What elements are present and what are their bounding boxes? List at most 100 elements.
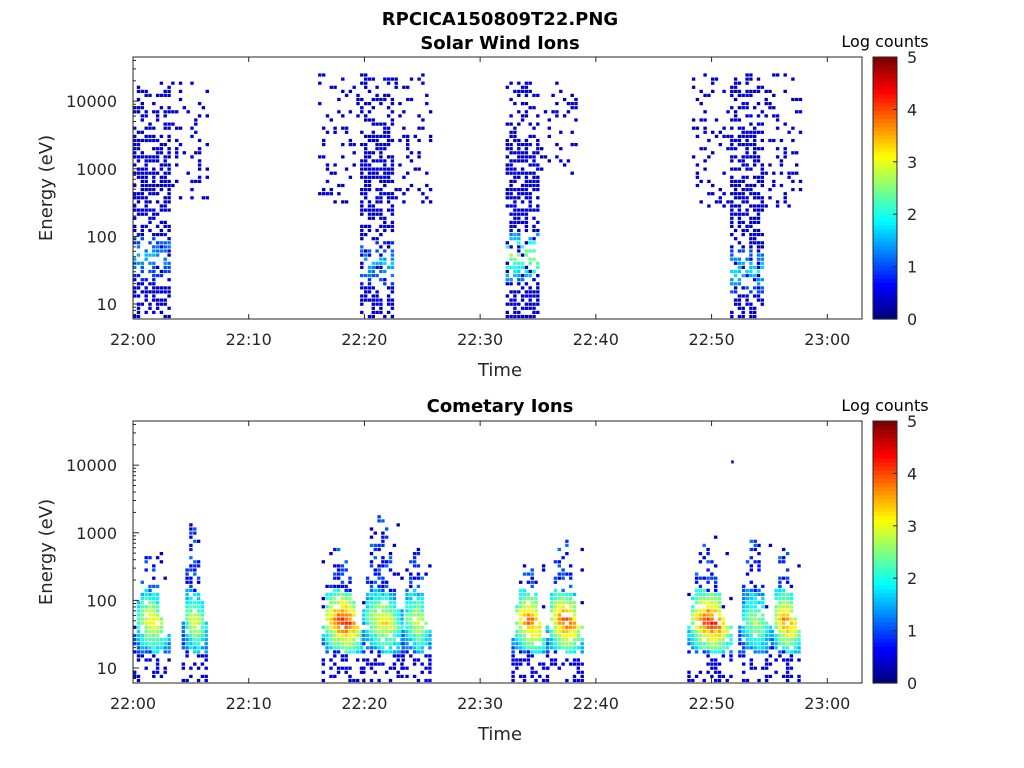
cometary-cell <box>424 642 428 646</box>
cometary-cell <box>340 666 345 670</box>
cometary-cell <box>793 629 797 633</box>
solar-wind-cell <box>421 126 425 130</box>
cometary-cell <box>789 642 794 646</box>
cometary-cell <box>753 666 757 670</box>
solar-wind-cell <box>707 204 711 208</box>
solar-wind-cell <box>367 216 372 220</box>
cometary-cell <box>424 572 428 576</box>
cometary-cell <box>388 588 393 592</box>
solar-wind-cell <box>798 110 803 114</box>
cometary-cell <box>329 666 333 670</box>
solar-wind-cell <box>133 224 137 228</box>
solar-wind-cell <box>144 114 148 118</box>
solar-wind-cell <box>745 188 749 192</box>
solar-wind-cell <box>745 200 749 204</box>
solar-wind-cell <box>155 192 160 196</box>
solar-wind-cell <box>371 269 375 274</box>
solar-wind-cell <box>379 224 383 228</box>
cometary-cell <box>412 629 417 633</box>
cometary-cell <box>193 662 197 666</box>
cometary-cell <box>526 646 531 650</box>
solar-wind-cell <box>711 183 715 188</box>
cometary-cell <box>412 613 417 617</box>
cometary-cell <box>388 625 393 629</box>
solar-wind-cell <box>133 151 137 155</box>
cometary-cell <box>396 654 400 658</box>
solar-wind-cell <box>574 143 578 147</box>
solar-wind-cell <box>167 151 171 155</box>
solar-wind-cell <box>360 106 364 110</box>
solar-wind-cell <box>733 286 738 290</box>
solar-wind-cell <box>775 147 780 151</box>
cometary-cell <box>185 597 189 601</box>
solar-wind-cell <box>524 102 529 106</box>
solar-wind-cell <box>360 192 364 196</box>
solar-wind-cell <box>532 306 536 310</box>
cometary-cell <box>785 625 790 629</box>
cometary-cell <box>557 605 561 609</box>
solar-wind-cell <box>364 274 368 278</box>
solar-wind-cell <box>152 171 156 175</box>
cometary-cell <box>522 609 527 613</box>
solar-wind-colorbar-swatch <box>873 233 897 238</box>
cometary-cell <box>557 625 561 629</box>
solar-wind-cell <box>329 171 333 175</box>
cometary-cell <box>193 650 197 654</box>
cometary-cell <box>369 552 374 556</box>
cometary-cell <box>148 584 152 588</box>
cometary-cell <box>416 629 421 633</box>
cometary-colorbar-swatch <box>873 511 897 516</box>
solar-wind-cell <box>144 175 148 179</box>
cometary-colorbar-swatch <box>873 523 897 529</box>
cometary-cell <box>721 629 725 633</box>
cometary-cell <box>400 613 404 617</box>
solar-wind-cell <box>341 143 345 147</box>
solar-wind-cell <box>737 143 742 147</box>
solar-wind-cell <box>367 228 372 233</box>
cometary-cell <box>702 592 706 597</box>
cometary-cell <box>721 646 725 650</box>
solar-wind-cell <box>140 282 144 286</box>
solar-wind-cell <box>348 110 353 114</box>
solar-wind-cell <box>749 245 753 249</box>
cometary-cell <box>541 678 546 683</box>
cometary-cell <box>340 642 345 646</box>
cometary-cell <box>412 588 417 592</box>
solar-wind-cell <box>730 183 734 188</box>
cometary-cell <box>412 646 417 650</box>
cometary-cell <box>200 638 205 642</box>
cometary-cell <box>333 564 337 568</box>
cometary-cell <box>778 601 782 605</box>
solar-wind-cell <box>371 237 375 241</box>
solar-wind-cell <box>760 290 764 294</box>
cometary-cell <box>729 638 733 642</box>
solar-wind-cell <box>144 110 148 114</box>
solar-wind-cell <box>760 130 764 134</box>
solar-wind-cell <box>367 274 372 278</box>
cometary-cell <box>401 658 405 662</box>
cometary-cell <box>706 617 710 621</box>
solar-wind-cell <box>555 102 559 106</box>
solar-wind-cell <box>148 122 152 126</box>
cometary-cell <box>753 621 757 625</box>
solar-wind-cell <box>375 212 379 216</box>
solar-wind-cell <box>524 155 529 159</box>
solar-wind-cell <box>703 159 707 163</box>
solar-wind-cell <box>386 130 391 134</box>
cometary-cell <box>409 629 413 633</box>
cometary-cell <box>144 617 148 621</box>
cometary-cell <box>369 560 374 564</box>
solar-wind-cell <box>760 233 764 237</box>
cometary-cell <box>405 621 409 625</box>
cometary-colorbar-swatch <box>873 547 897 553</box>
solar-wind-cell <box>341 155 345 159</box>
solar-wind-cell <box>201 196 206 200</box>
cometary-cell <box>561 638 565 642</box>
solar-wind-cell <box>155 118 160 122</box>
solar-wind-cell <box>133 228 137 233</box>
cometary-cell <box>774 621 778 625</box>
solar-wind-cell <box>386 298 391 302</box>
cometary-cell <box>340 564 345 568</box>
solar-wind-cell <box>398 188 402 192</box>
cometary-cell <box>392 609 397 613</box>
